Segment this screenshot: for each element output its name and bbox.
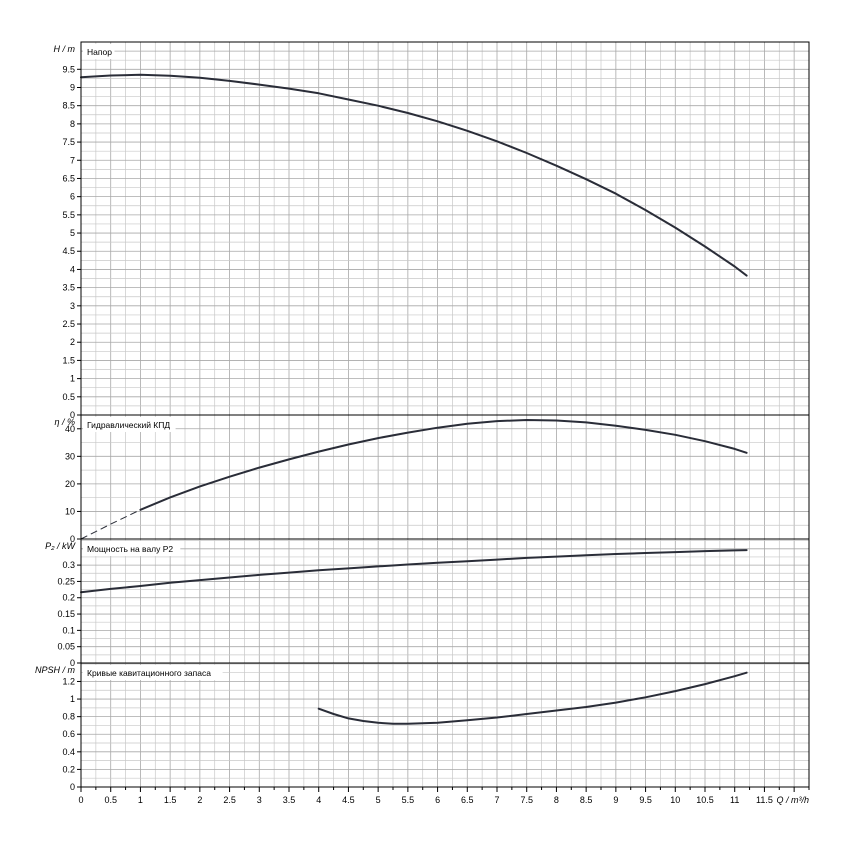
y-tick-label: 0.2 — [62, 764, 75, 774]
panel-title-bg — [83, 665, 223, 680]
y-tick-label: 3 — [70, 301, 75, 311]
y-tick-label: 10 — [65, 506, 75, 516]
y-tick-label: 40 — [65, 424, 75, 434]
curve-extrapolated-line — [80, 509, 141, 540]
x-tick-label: 2.5 — [223, 795, 236, 805]
y-tick-label: 2.5 — [62, 319, 75, 329]
y-tick-label: 0.25 — [57, 576, 75, 586]
x-tick-label: 3.5 — [283, 795, 296, 805]
plot-frame — [80, 41, 810, 788]
y-tick-label: 0.6 — [62, 729, 75, 739]
y-tick-label: 1.2 — [62, 676, 75, 686]
y-tick-label: 7 — [70, 155, 75, 165]
y-tick-label: 7.5 — [62, 137, 75, 147]
y-tick-label: 9.5 — [62, 64, 75, 74]
y-tick-label: 30 — [65, 451, 75, 461]
y-tick-label: 0 — [70, 658, 75, 668]
x-tick-label: 8.5 — [580, 795, 593, 805]
y-tick-label: 8.5 — [62, 101, 75, 111]
curve-line — [317, 671, 748, 725]
x-tick-label: 5 — [376, 795, 381, 805]
x-tick-label: 9 — [613, 795, 618, 805]
y-tick-label: 9 — [70, 82, 75, 92]
y-tick-label: 0.5 — [62, 392, 75, 402]
curve-line — [80, 549, 748, 594]
panel-title: Мощность на валу P2 — [87, 544, 173, 554]
x-tick-label: 1 — [138, 795, 143, 805]
x-tick-label: 11.5 — [756, 795, 773, 805]
y-tick-label: 1 — [70, 694, 75, 704]
panel-title: Гидравлический КПД — [87, 420, 170, 430]
y-tick-label: 6.5 — [62, 173, 75, 183]
panel-title: Кривые кавитационного запаса — [87, 668, 211, 678]
y-tick-label: 1 — [70, 374, 75, 384]
y-tick-label: 0.05 — [57, 642, 75, 652]
y-tick-label: 0.3 — [62, 560, 75, 570]
x-tick-label: 8 — [554, 795, 559, 805]
panel-title-bg — [83, 417, 176, 432]
y-tick-label: 8 — [70, 119, 75, 129]
x-tick-label: 11 — [730, 795, 739, 805]
x-tick-label: 9.5 — [639, 795, 652, 805]
y-tick-label: 0.4 — [62, 747, 75, 757]
y-tick-label: 20 — [65, 479, 75, 489]
y-tick-label: 0.1 — [62, 625, 75, 635]
x-axis-label: Q / m³/h — [776, 795, 809, 805]
x-tick-label: 1.5 — [164, 795, 177, 805]
x-tick-label: 10 — [670, 795, 680, 805]
x-tick-label: 2 — [197, 795, 202, 805]
x-tick-label: 5.5 — [402, 795, 415, 805]
x-tick-label: 3 — [257, 795, 262, 805]
x-tick-label: 6 — [435, 795, 440, 805]
curve-line — [139, 419, 748, 511]
y-tick-label: 6 — [70, 192, 75, 202]
x-tick-label: 7 — [494, 795, 499, 805]
y-axis-label: P₂ / kW — [45, 541, 76, 551]
y-tick-label: 0 — [70, 534, 75, 544]
panel-title: Напор — [87, 47, 112, 57]
x-tick-label: 0 — [78, 795, 83, 805]
y-tick-label: 0 — [70, 782, 75, 792]
x-tick-label: 7.5 — [520, 795, 533, 805]
y-tick-label: 0.8 — [62, 712, 75, 722]
y-tick-label: 4 — [70, 264, 75, 274]
panel-title-bg — [83, 541, 181, 556]
y-tick-label: 0.15 — [57, 609, 75, 619]
x-tick-label: 6.5 — [461, 795, 474, 805]
curve-line — [80, 73, 748, 277]
y-tick-label: 0 — [70, 410, 75, 420]
panel-title-bg — [83, 44, 115, 59]
y-tick-label: 5 — [70, 228, 75, 238]
y-axis-label: η / % — [54, 417, 75, 427]
y-tick-label: 2 — [70, 337, 75, 347]
y-tick-label: 4.5 — [62, 246, 75, 256]
x-tick-label: 4.5 — [342, 795, 355, 805]
y-axis-label: H / m — [54, 44, 76, 54]
y-tick-label: 0.2 — [62, 593, 75, 603]
x-tick-label: 10.5 — [696, 795, 714, 805]
x-tick-label: 0.5 — [104, 795, 117, 805]
y-tick-label: 3.5 — [62, 283, 75, 293]
y-axis-label: NPSH / m — [35, 665, 76, 675]
y-tick-label: 5.5 — [62, 210, 75, 220]
y-tick-label: 1.5 — [62, 355, 75, 365]
x-tick-label: 4 — [316, 795, 321, 805]
